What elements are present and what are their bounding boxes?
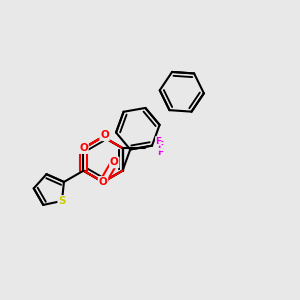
Text: F: F — [157, 148, 163, 157]
Text: F: F — [155, 136, 161, 146]
Text: F: F — [157, 142, 164, 151]
Text: O: O — [79, 143, 88, 153]
Text: O: O — [100, 130, 109, 140]
Text: S: S — [58, 196, 66, 206]
Text: O: O — [99, 177, 107, 187]
Text: O: O — [110, 158, 119, 167]
